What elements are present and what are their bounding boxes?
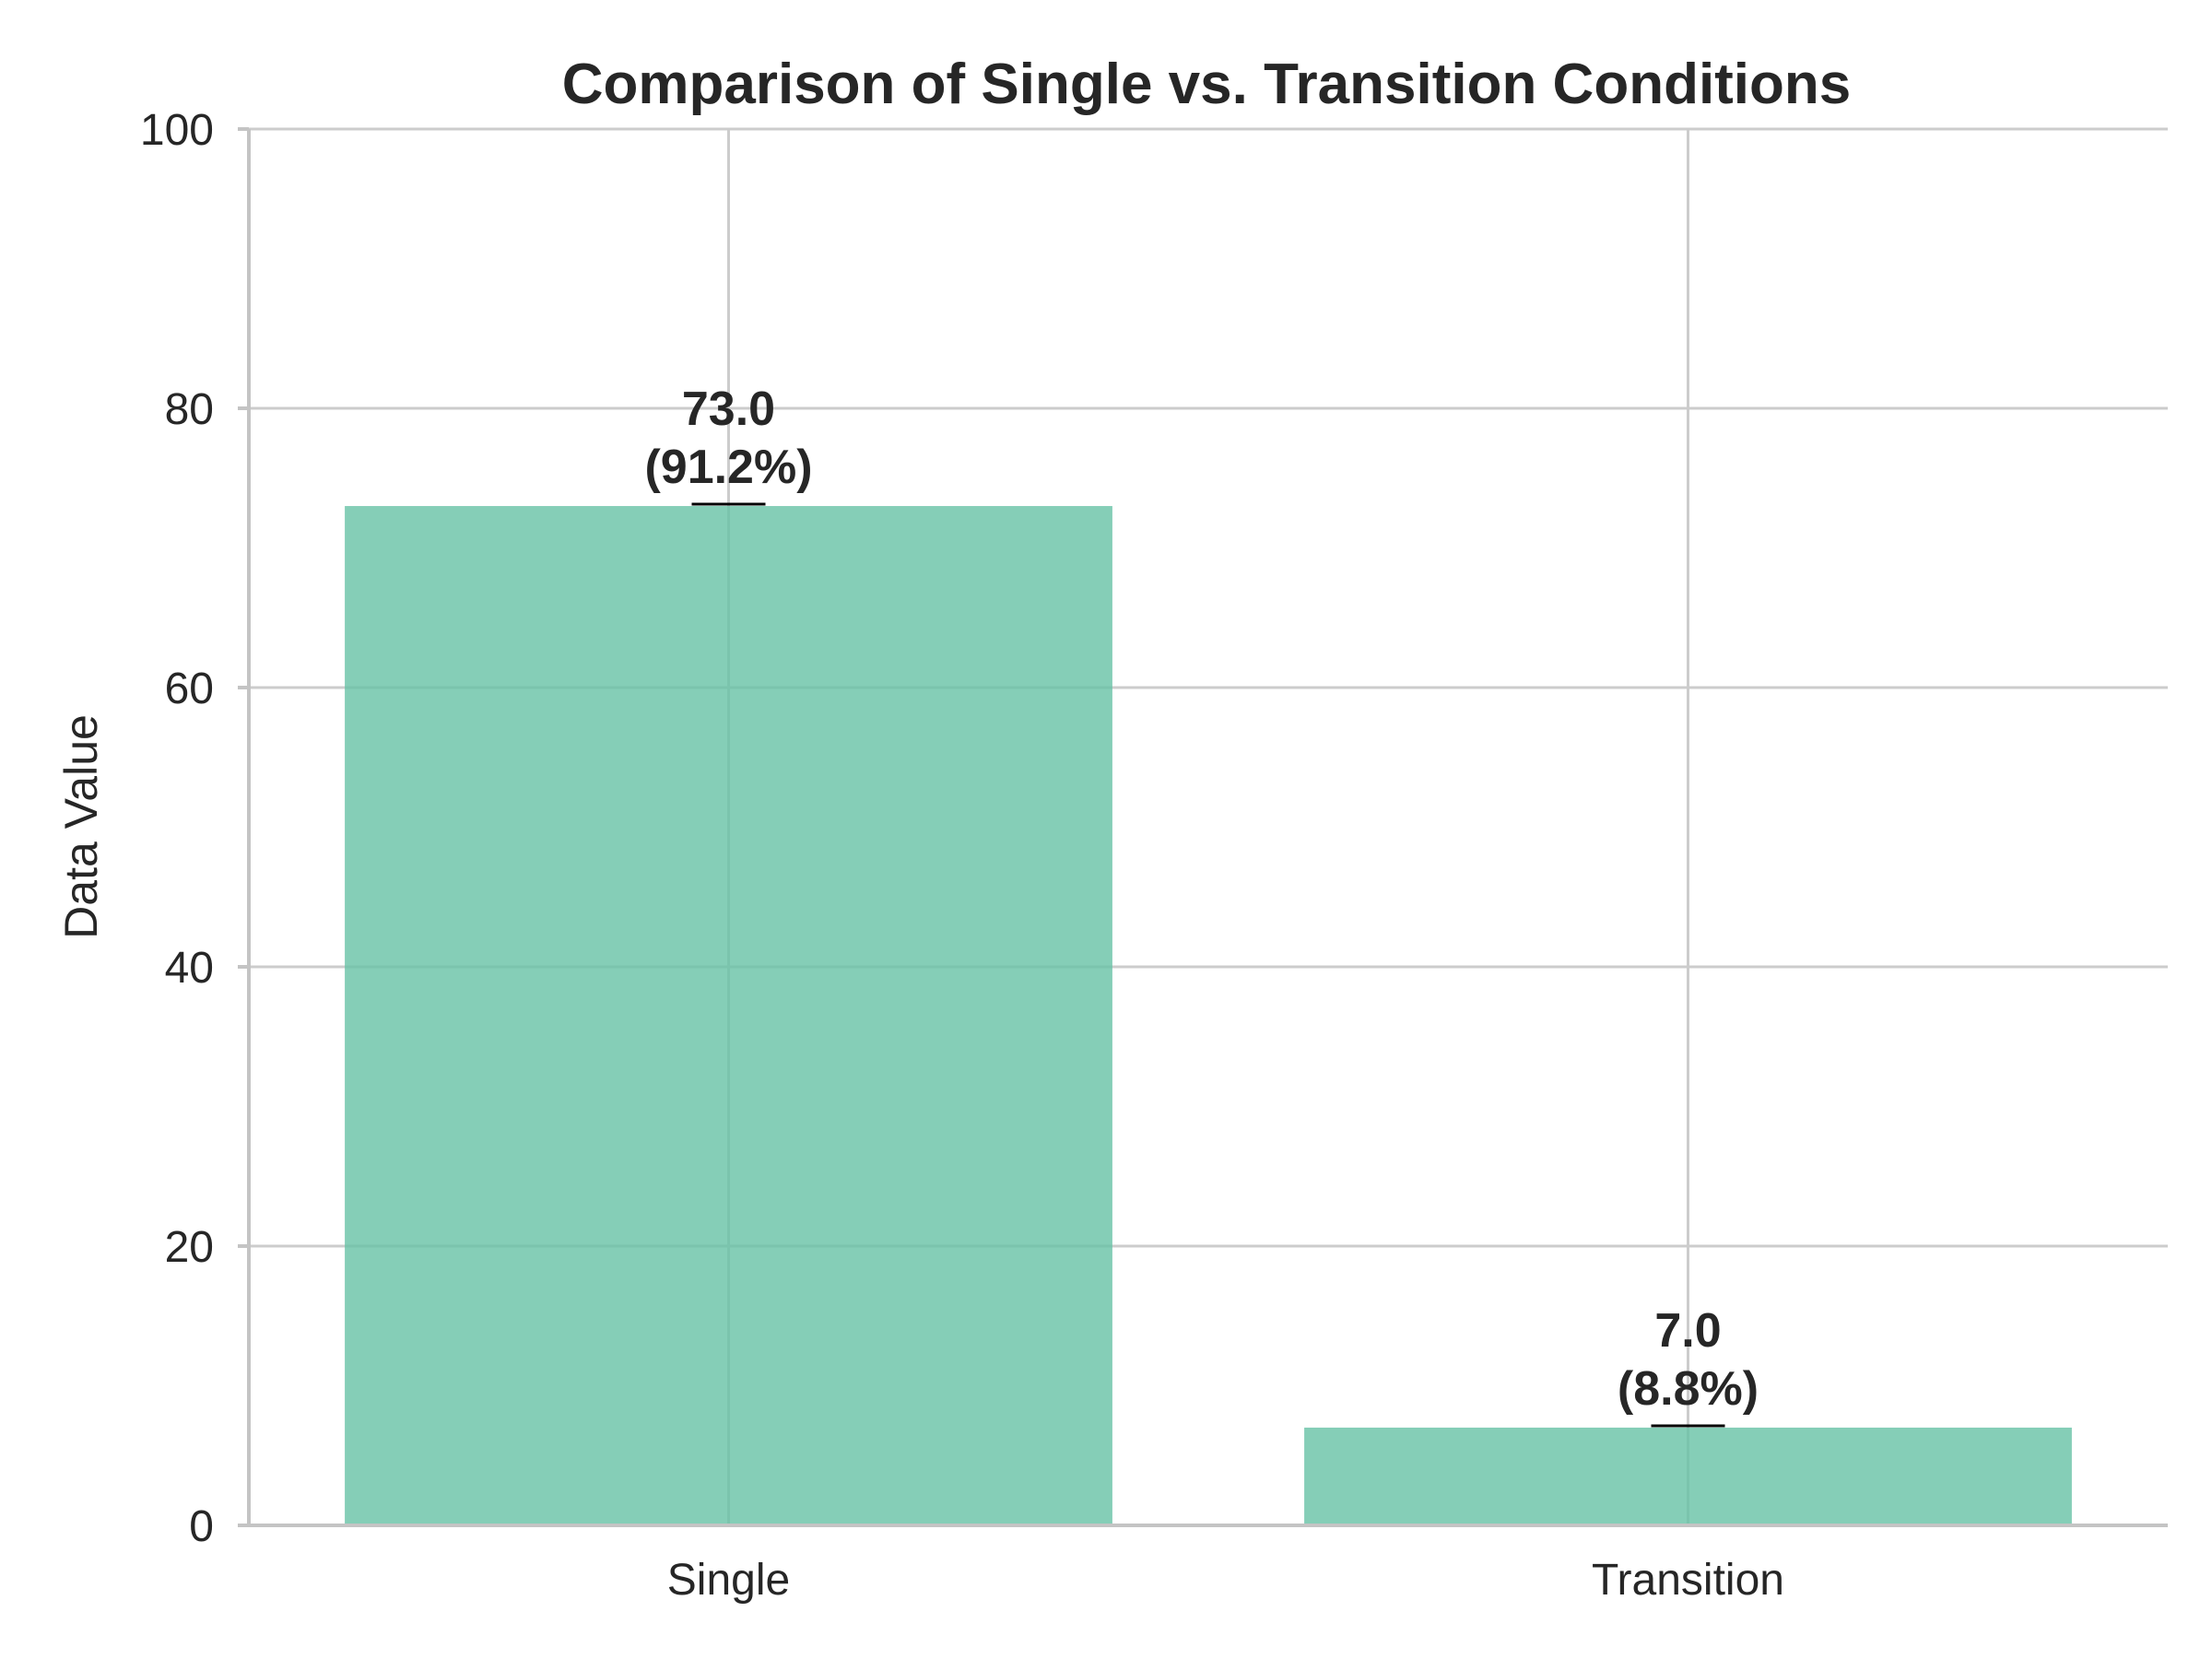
bar-value-label: 7.0: [1654, 1304, 1721, 1358]
bar-single: [345, 506, 1112, 1525]
bar-percent-label: (8.8%): [1618, 1362, 1759, 1416]
bar-value-labels: (91.2%)73.0 (8.8%)7.0: [644, 382, 1759, 1428]
y-tick-label: 60: [165, 665, 214, 713]
y-tick-label: 0: [189, 1502, 214, 1551]
y-ticks: 0 20 40 60 80 100: [140, 106, 249, 1551]
y-axis-label: Data Value: [55, 714, 107, 939]
y-tick-label: 20: [165, 1223, 214, 1272]
y-tick-label: 40: [165, 944, 214, 993]
x-tick-label: Transition: [1592, 1556, 1784, 1605]
chart-title: Comparison of Single vs. Transition Cond…: [562, 53, 1852, 116]
y-tick-label: 80: [165, 385, 214, 434]
bar-transition: [1304, 1427, 2072, 1525]
x-tick-label: Single: [667, 1556, 790, 1605]
axes: [247, 129, 2168, 1527]
x-ticks: Single Transition: [667, 1556, 1784, 1605]
bar-percent-label: (91.2%): [644, 441, 812, 494]
bar-value-label: 73.0: [682, 382, 775, 436]
y-tick-label: 100: [140, 106, 214, 155]
bars: [345, 506, 2072, 1525]
